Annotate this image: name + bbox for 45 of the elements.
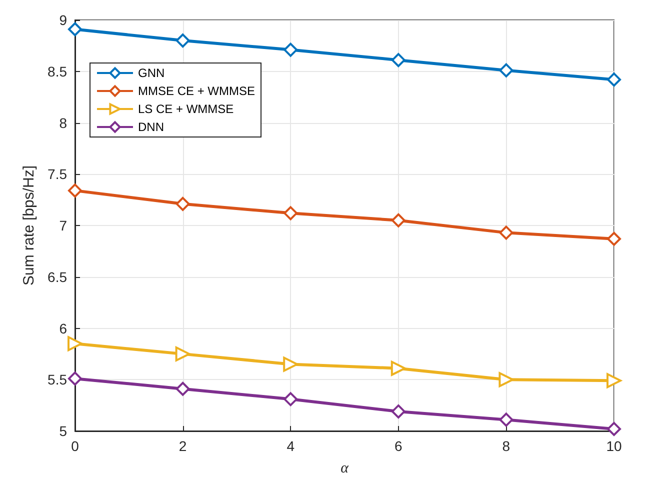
point [499,412,514,427]
legend-label: GNN [138,66,165,80]
point [175,346,190,362]
legend-label: DNN [138,120,164,134]
point [283,356,298,372]
point [284,392,298,406]
y-tick-label: 7 [59,218,68,234]
y-tick-label: 7.5 [48,166,68,182]
point [390,360,406,376]
point [176,196,190,211]
y-tick-label: 6 [59,320,68,336]
point [499,226,514,240]
point [176,382,190,396]
point [498,372,514,388]
y-tick-label: 5 [59,423,68,439]
y-tick-label: 6.5 [48,268,68,285]
point [391,404,406,418]
point [284,42,298,57]
y-axis-title: Sum rate [bps/Hz] [20,165,38,286]
point [391,53,406,68]
point [499,63,514,78]
legend-label: MMSE CE + WMMSE [138,84,256,98]
x-tick-label: 2 [178,438,187,454]
x-tick-label: 0 [71,438,80,454]
x-tick-label: 4 [286,438,295,454]
point [68,184,82,198]
point [176,34,190,48]
x-axis-title: α [340,460,350,476]
point [606,373,622,388]
point [607,422,621,436]
legend-label: LS CE + WMMSE [138,102,234,116]
point [68,372,82,386]
y-tick-label: 5.5 [48,372,68,388]
y-tick-label: 9 [59,12,68,28]
x-tick-label: 10 [606,438,622,454]
x-tick-label: 8 [502,438,510,454]
point [391,213,406,228]
y-tick-label: 8.5 [48,63,68,80]
point [284,206,298,220]
point [68,22,82,36]
point [68,336,82,352]
point [607,72,621,87]
x-tick-label: 6 [394,438,402,454]
y-tick-label: 8 [59,114,68,131]
point [607,232,621,246]
